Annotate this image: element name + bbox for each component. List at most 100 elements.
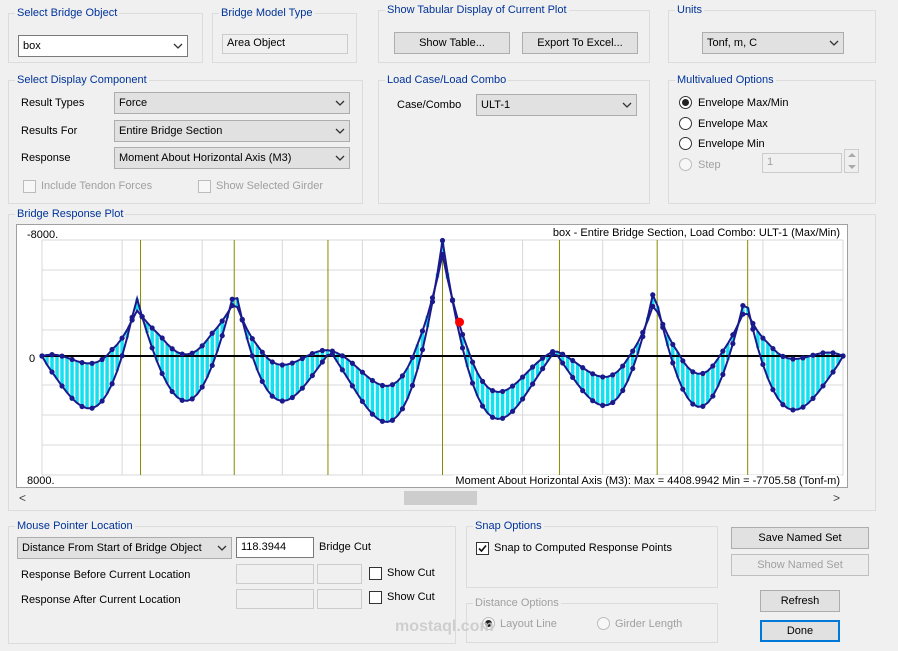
result-types-select[interactable]: Force bbox=[114, 92, 350, 114]
distance-field[interactable]: 118.3944 bbox=[236, 537, 314, 558]
envelope-min-point bbox=[790, 356, 796, 362]
envelope-max-point bbox=[369, 411, 376, 417]
response-after-field-1 bbox=[236, 589, 314, 609]
envelope-max-point bbox=[419, 347, 426, 353]
envelope-min-point bbox=[129, 317, 135, 323]
envelope-min-point bbox=[800, 355, 806, 361]
envelope-min-point bbox=[600, 374, 606, 380]
distance-mode-select[interactable]: Distance From Start of Bridge Object bbox=[17, 537, 232, 559]
envelope-max-point bbox=[59, 383, 65, 389]
export-excel-button[interactable]: Export To Excel... bbox=[522, 32, 638, 54]
envelope-max-point bbox=[249, 353, 255, 359]
save-named-set-button[interactable]: Save Named Set bbox=[731, 527, 869, 549]
step-spinner[interactable] bbox=[844, 149, 859, 173]
envelope-max-point bbox=[399, 406, 406, 412]
distance-mode-value: Distance From Start of Bridge Object bbox=[22, 542, 202, 554]
load-case-group: Load Case/Load Combo bbox=[378, 74, 650, 204]
units-select[interactable]: Tonf, m, C bbox=[702, 32, 844, 54]
envelope-min-point bbox=[229, 302, 235, 309]
envelope-min-point bbox=[429, 295, 436, 301]
scroll-right-arrow[interactable]: > bbox=[832, 491, 840, 505]
envelope-max-point bbox=[720, 371, 726, 378]
multivalued-label: Multivalued Options bbox=[675, 74, 776, 86]
envelope-min-point bbox=[219, 318, 225, 324]
plot-zero-label: 0 bbox=[29, 353, 36, 365]
chevron-down-icon bbox=[173, 43, 183, 49]
envelope-max-point bbox=[219, 333, 225, 339]
bridge-cut-label: Bridge Cut bbox=[319, 541, 371, 553]
distance-options-group: Distance Options bbox=[466, 597, 718, 643]
envelope-min-point bbox=[369, 377, 376, 384]
envelope-min-point bbox=[660, 321, 666, 327]
envelope-max-point bbox=[289, 394, 295, 401]
envelope-max-point bbox=[650, 292, 656, 298]
result-types-value: Force bbox=[119, 97, 148, 109]
envelope-min-point bbox=[109, 346, 115, 353]
envelope-min-point bbox=[520, 374, 526, 380]
refresh-button[interactable]: Refresh bbox=[760, 590, 840, 612]
envelope-min-point bbox=[700, 370, 706, 377]
envelope-min-point bbox=[169, 346, 175, 352]
layout-line-radio[interactable] bbox=[482, 617, 495, 630]
envelope-max-point bbox=[700, 403, 706, 409]
response-select[interactable]: Moment About Horizontal Axis (M3) bbox=[114, 147, 350, 169]
envelope-max-point bbox=[259, 378, 265, 384]
envelope-max-point bbox=[830, 369, 836, 375]
step-field[interactable]: 1 bbox=[762, 153, 842, 173]
model-type-group: Bridge Model Type bbox=[212, 7, 357, 63]
case-combo-label: Case/Combo bbox=[397, 99, 462, 111]
include-tendon-checkbox[interactable] bbox=[23, 180, 36, 193]
envelope-max-point bbox=[560, 360, 566, 366]
envelope-max-point bbox=[740, 302, 746, 309]
show-table-button[interactable]: Show Table... bbox=[394, 32, 510, 54]
envelope-max-radio[interactable] bbox=[679, 117, 692, 130]
envelope-max-point bbox=[520, 396, 526, 402]
response-value: Moment About Horizontal Axis (M3) bbox=[119, 152, 292, 164]
show-cut-after-checkbox[interactable] bbox=[369, 591, 382, 604]
envelope-min-point bbox=[610, 372, 616, 378]
distance-options-label: Distance Options bbox=[473, 597, 561, 609]
plot-footer: Moment About Horizontal Axis (M3): Max =… bbox=[454, 475, 841, 487]
done-button[interactable]: Done bbox=[760, 620, 840, 642]
envelope-max-label: Envelope Max bbox=[698, 118, 768, 130]
multivalued-group: Multivalued Options bbox=[668, 74, 876, 204]
envelope-max-point bbox=[530, 381, 536, 387]
girder-length-label: Girder Length bbox=[615, 618, 683, 630]
envelope-max-point bbox=[189, 396, 195, 402]
envelope-max-point bbox=[620, 387, 626, 394]
envelope-max-point bbox=[780, 402, 786, 408]
model-type-field: Area Object bbox=[222, 34, 348, 54]
envelope-min-point bbox=[550, 349, 556, 355]
results-for-select[interactable]: Entire Bridge Section bbox=[114, 120, 350, 142]
envelope-min-point bbox=[750, 320, 756, 327]
show-named-set-button[interactable]: Show Named Set bbox=[731, 554, 869, 576]
scroll-thumb[interactable] bbox=[404, 491, 477, 505]
envelope-min-point bbox=[329, 348, 335, 354]
envelope-max-point bbox=[600, 402, 606, 409]
response-plot-svg bbox=[39, 237, 846, 476]
snap-checkbox[interactable] bbox=[476, 542, 489, 555]
show-cut-before-checkbox[interactable] bbox=[369, 567, 382, 580]
case-combo-value: ULT-1 bbox=[481, 99, 511, 111]
envelope-max-point bbox=[680, 386, 686, 392]
girder-length-radio[interactable] bbox=[597, 617, 610, 630]
bridge-object-select[interactable]: box bbox=[18, 35, 188, 57]
envelope-min-point bbox=[499, 388, 506, 395]
envelope-max-point bbox=[570, 374, 576, 381]
envelope-max-point bbox=[229, 296, 235, 302]
scroll-left-arrow[interactable]: < bbox=[19, 491, 27, 505]
step-radio[interactable] bbox=[679, 158, 692, 171]
envelope-maxmin-label: Envelope Max/Min bbox=[698, 97, 789, 109]
envelope-max-point bbox=[159, 370, 165, 377]
show-cut-before-label: Show Cut bbox=[387, 567, 435, 579]
plot-canvas[interactable]: -8000. 0 8000. box - Entire Bridge Secti… bbox=[16, 224, 848, 488]
case-combo-select[interactable]: ULT-1 bbox=[476, 94, 637, 116]
plot-scrollbar[interactable]: < > bbox=[16, 489, 848, 507]
envelope-min-radio[interactable] bbox=[679, 137, 692, 150]
results-for-label: Results For bbox=[21, 125, 78, 137]
envelope-maxmin-radio[interactable] bbox=[679, 96, 692, 109]
show-selected-girder-checkbox[interactable] bbox=[198, 180, 211, 193]
spin-down-icon bbox=[848, 165, 856, 169]
envelope-min-point bbox=[89, 360, 95, 366]
chevron-down-icon bbox=[622, 102, 632, 108]
